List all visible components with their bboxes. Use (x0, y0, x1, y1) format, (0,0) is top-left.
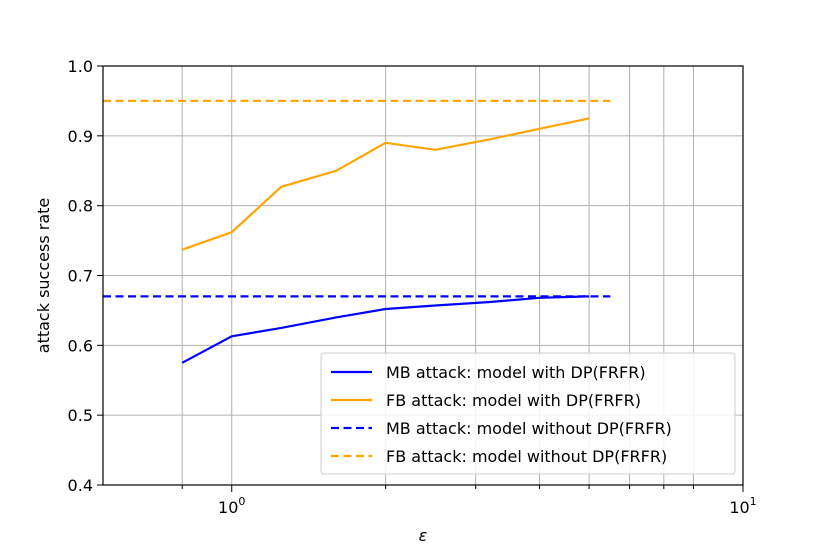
legend-label-3: MB attack: model without DP(FRFR) (386, 419, 672, 438)
series-line-2 (181, 117, 590, 251)
legend-label-4: FB attack: model without DP(FRFR) (386, 447, 667, 466)
x-tick-label: 101 (729, 495, 756, 517)
legend-box (320, 352, 736, 475)
y-tick-label: 0.9 (68, 127, 93, 146)
y-tick-label: 0.4 (68, 476, 93, 495)
y-tick-label: 0.8 (68, 197, 93, 216)
x-tick-label: 100 (218, 495, 245, 517)
x-tick-label-exponent: 0 (238, 495, 245, 508)
legend: MB attack: model with DP(FRFR) FB attack:… (320, 352, 736, 475)
y-tick-label: 0.5 (68, 406, 93, 425)
x-tick-label-exponent: 1 (750, 495, 757, 508)
x-tick-label-base: 10 (218, 498, 238, 517)
x-tick-label-base: 10 (729, 498, 749, 517)
x-axis-label: ε (419, 526, 428, 545)
legend-label-2: FB attack: model with DP(FRFR) (386, 391, 641, 410)
legend-label-1: MB attack: model with DP(FRFR) (386, 363, 646, 382)
series-layer (103, 99, 611, 364)
y-axis-label: attack success rate (34, 198, 53, 353)
y-tick-label: 0.6 (68, 336, 93, 355)
y-tick-label: 0.7 (68, 267, 93, 286)
series-line-1 (181, 295, 590, 364)
y-tick-label: 1.0 (68, 57, 93, 76)
